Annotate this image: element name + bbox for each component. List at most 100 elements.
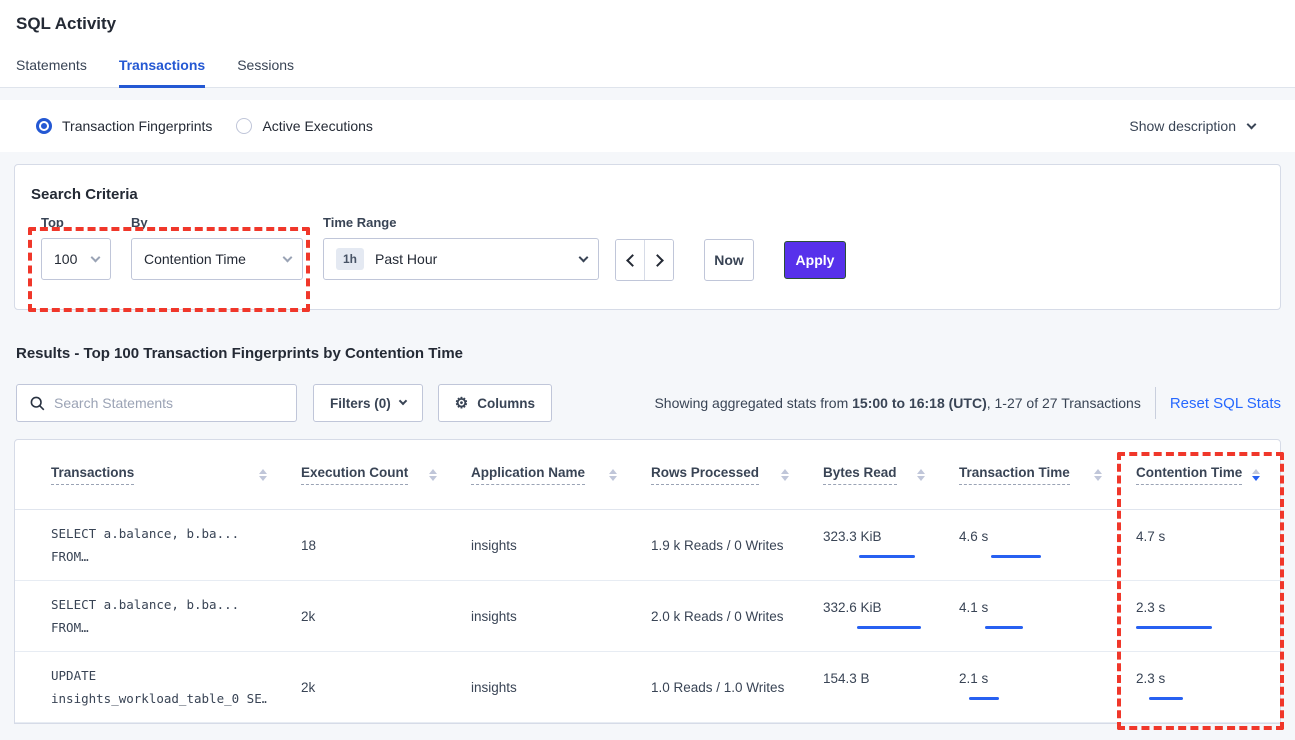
execution-count-value: 2k	[301, 679, 316, 695]
radio-active-executions[interactable]: Active Executions	[236, 118, 373, 134]
transaction-query-cell[interactable]: SELECT a.balance, b.ba... FROM…	[37, 522, 287, 568]
column-header[interactable]: Rows Processed	[637, 465, 809, 485]
next-interval-button[interactable]	[645, 240, 673, 280]
transaction-query-cell[interactable]: SELECT a.balance, b.ba... FROM…	[37, 593, 287, 639]
top-label: Top	[41, 215, 64, 230]
column-header[interactable]: Application Name	[457, 465, 637, 485]
contention-time-cell: 2.3 s	[1122, 671, 1280, 703]
transaction-time-cell: 4.1 s	[945, 600, 1122, 632]
aggregated-stats-text: Showing aggregated stats from 15:00 to 1…	[654, 395, 1141, 411]
time-range-value: Past Hour	[375, 251, 438, 267]
search-criteria-card: Search Criteria Top 100 By Contention Ti…	[14, 164, 1281, 310]
column-header-label: Contention Time	[1136, 465, 1243, 485]
transaction-time-value: 4.6 s	[959, 529, 989, 544]
top-select-value: 100	[54, 251, 78, 267]
vertical-divider	[1154, 387, 1156, 419]
show-description-toggle[interactable]: Show description	[1129, 118, 1257, 134]
search-statements-box[interactable]	[16, 384, 297, 422]
table-row: SELECT a.balance, b.ba... FROM… 18 insig…	[15, 510, 1280, 581]
chevron-left-icon	[625, 253, 639, 267]
tab-statements[interactable]: Statements	[16, 57, 87, 73]
transaction-time-value: 2.1 s	[959, 671, 989, 686]
query-line-1[interactable]: SELECT a.balance, b.ba...	[51, 597, 240, 612]
bytes-read-bar	[823, 551, 923, 561]
bytes-read-value: 332.6 KiB	[823, 600, 882, 615]
bytes-read-bar	[823, 622, 923, 632]
transaction-time-bar	[959, 693, 1059, 703]
radio-label: Active Executions	[262, 118, 373, 134]
table-body: SELECT a.balance, b.ba... FROM… 18 insig…	[15, 510, 1280, 723]
column-header-label: Transactions	[51, 465, 135, 485]
transactions-table: Transactions Execution Count Application…	[14, 439, 1281, 724]
transaction-query-cell[interactable]: UPDATE insights_workload_table_0 SE…	[37, 664, 287, 710]
query-line-2[interactable]: insights_workload_table_0 SE…	[51, 691, 267, 706]
contention-time-bar	[1136, 551, 1236, 561]
transaction-time-bar	[959, 551, 1059, 561]
column-header-label: Application Name	[471, 465, 586, 485]
results-controls-row: Filters (0) ⚙ Columns Showing aggregated…	[16, 384, 1281, 422]
chevron-down-icon	[1246, 119, 1257, 129]
reset-sql-stats-link[interactable]: Reset SQL Stats	[1169, 394, 1281, 412]
execution-count-cell: 18	[287, 538, 457, 553]
column-header[interactable]: Transactions	[37, 465, 287, 485]
time-range-select[interactable]: 1h Past Hour	[323, 238, 599, 280]
query-line-2[interactable]: FROM…	[51, 620, 89, 635]
execution-count-cell: 2k	[287, 609, 457, 624]
contention-time-cell: 2.3 s	[1122, 600, 1280, 632]
columns-button[interactable]: ⚙ Columns	[437, 384, 552, 422]
tab-transactions[interactable]: Transactions	[118, 57, 206, 88]
query-line-2[interactable]: FROM…	[51, 549, 89, 564]
radio-unselected-icon[interactable]	[236, 118, 253, 134]
tab-sessions[interactable]: Sessions	[237, 57, 295, 73]
tab-bar: Statements Transactions Sessions	[0, 57, 1295, 88]
execution-count-bar	[337, 540, 437, 550]
sort-arrows-icon	[781, 468, 789, 481]
search-icon	[30, 396, 45, 410]
filters-button[interactable]: Filters (0)	[313, 384, 423, 422]
filters-label: Filters (0)	[330, 395, 391, 411]
gear-icon: ⚙	[454, 394, 469, 412]
query-line-1[interactable]: SELECT a.balance, b.ba...	[51, 526, 240, 541]
transaction-time-cell: 4.6 s	[945, 529, 1122, 561]
search-statements-input[interactable]	[54, 395, 286, 411]
show-description-label: Show description	[1129, 118, 1236, 134]
previous-interval-button[interactable]	[616, 240, 644, 280]
chevron-down-icon	[578, 252, 589, 262]
rows-processed-cell: 1.9 k Reads / 0 Writes	[651, 537, 784, 553]
execution-count-value: 2k	[301, 608, 316, 624]
time-range-field-group: Time Range 1h Past Hour	[323, 215, 599, 280]
now-button[interactable]: Now	[704, 239, 754, 281]
sort-arrows-icon	[609, 468, 617, 481]
column-header[interactable]: Bytes Read	[809, 465, 945, 485]
top-select[interactable]: 100	[41, 238, 111, 280]
sort-arrows-icon	[259, 468, 267, 481]
table-header-row: Transactions Execution Count Application…	[15, 440, 1280, 510]
radio-selected-icon[interactable]	[36, 118, 52, 134]
column-header-label: Execution Count	[301, 465, 409, 485]
apply-button[interactable]: Apply	[784, 241, 846, 279]
column-header[interactable]: Transaction Time	[945, 465, 1122, 485]
stats-time-range: 15:00 to 16:18 (UTC)	[852, 395, 987, 411]
time-range-pager	[615, 239, 674, 281]
sort-arrows-icon	[1094, 468, 1102, 481]
execution-count-bar	[337, 611, 437, 621]
bytes-read-value: 323.3 KiB	[823, 529, 882, 544]
query-line-1[interactable]: UPDATE	[51, 668, 97, 683]
contention-time-cell: 4.7 s	[1122, 529, 1280, 561]
column-header[interactable]: Contention Time	[1122, 465, 1280, 485]
table-row: SELECT a.balance, b.ba... FROM… 2k insig…	[15, 581, 1280, 652]
bytes-read-cell: 332.6 KiB	[809, 600, 945, 632]
radio-transaction-fingerprints[interactable]: Transaction Fingerprints	[36, 118, 212, 134]
execution-count-value: 18	[301, 537, 317, 553]
sort-arrows-icon	[917, 468, 925, 481]
contention-time-value: 2.3 s	[1136, 600, 1166, 615]
radio-label: Transaction Fingerprints	[62, 118, 213, 134]
by-select[interactable]: Contention Time	[131, 238, 303, 280]
chevron-right-icon	[650, 253, 664, 267]
contention-time-bar	[1136, 622, 1236, 632]
chevron-down-icon	[282, 252, 293, 262]
sort-arrows-icon	[429, 468, 437, 481]
column-header[interactable]: Execution Count	[287, 465, 457, 485]
pager-divider	[644, 240, 645, 280]
